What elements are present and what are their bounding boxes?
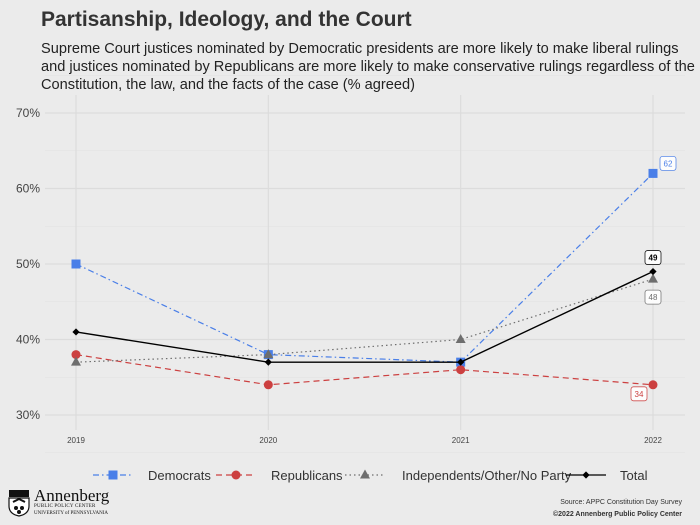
- diamond-marker: [649, 267, 657, 276]
- copyright-note: ©2022 Annenberg Public Policy Center: [553, 511, 682, 518]
- logo-subtitle: PUBLIC POLICY CENTER: [34, 504, 96, 509]
- legend-label: Independents/Other/No Party: [402, 468, 572, 483]
- diamond-marker: [72, 328, 80, 336]
- series-line: [75, 172, 654, 363]
- logo-university: UNIVERSITY of PENNSYLVANIA: [34, 511, 108, 516]
- circle-marker: [648, 380, 658, 390]
- diamond-marker: [457, 358, 465, 366]
- legend-item: Democrats: [93, 468, 211, 483]
- legend-item: Republicans: [216, 468, 343, 483]
- series-line: [75, 354, 654, 386]
- data-label: 49: [649, 254, 658, 263]
- series-total: 49: [72, 250, 662, 366]
- square-marker: [71, 259, 81, 269]
- annenberg-logo: Annenberg PUBLIC POLICY CENTER UNIVERSIT…: [8, 486, 110, 519]
- y-tick-label: 50%: [16, 257, 40, 271]
- legend-label: Total: [620, 468, 648, 483]
- chart-subtitle: Supreme Court justices nominated by Demo…: [41, 41, 695, 93]
- data-label-box: [630, 386, 648, 402]
- data-label: 48: [649, 293, 658, 302]
- y-tick-label: 70%: [16, 106, 40, 120]
- y-tick-label: 40%: [16, 333, 40, 347]
- triangle-marker: [455, 334, 466, 343]
- legend: Democrats Republicans Independents/Other/N…: [93, 468, 648, 483]
- series-republicans: 34: [71, 350, 658, 402]
- circle-marker: [456, 365, 466, 375]
- source-note: Source: APPC Constitution Day Survey: [560, 499, 682, 506]
- series-line: [75, 270, 654, 363]
- x-tick-label: 2020: [259, 436, 277, 445]
- legend-label: Democrats: [148, 468, 211, 483]
- diamond-marker: [264, 358, 272, 366]
- triangle-marker: [360, 469, 370, 479]
- diamond-marker: [582, 471, 590, 479]
- y-tick-label: 60%: [16, 182, 40, 196]
- chart-title: Partisanship, Ideology, and the Court: [41, 8, 412, 31]
- penn-shield-icon: [8, 490, 30, 517]
- square-marker: [648, 168, 658, 178]
- legend-item: Independents/Other/No Party: [345, 468, 572, 483]
- x-tick-label: 2022: [644, 436, 662, 445]
- series-line: [75, 278, 654, 363]
- triangle-marker: [263, 349, 274, 359]
- legend-item: Total: [566, 468, 648, 483]
- circle-marker: [71, 350, 81, 360]
- data-label-box: [659, 155, 677, 171]
- triangle-marker: [648, 273, 658, 283]
- logo-name: Annenberg: [34, 486, 110, 505]
- x-tick-label: 2021: [452, 436, 470, 445]
- circle-marker: [231, 470, 241, 480]
- triangle-marker: [71, 356, 81, 366]
- data-label: 34: [635, 390, 644, 399]
- y-tick-label: 30%: [16, 408, 40, 422]
- data-label-box: [644, 250, 662, 265]
- x-tick-label: 2019: [67, 436, 85, 445]
- legend-label: Republicans: [271, 468, 343, 483]
- data-label-box: [644, 289, 662, 305]
- square-marker: [108, 470, 118, 480]
- data-label: 62: [664, 159, 673, 168]
- circle-marker: [263, 380, 273, 390]
- series-independents-other-no-party: 48: [71, 273, 662, 366]
